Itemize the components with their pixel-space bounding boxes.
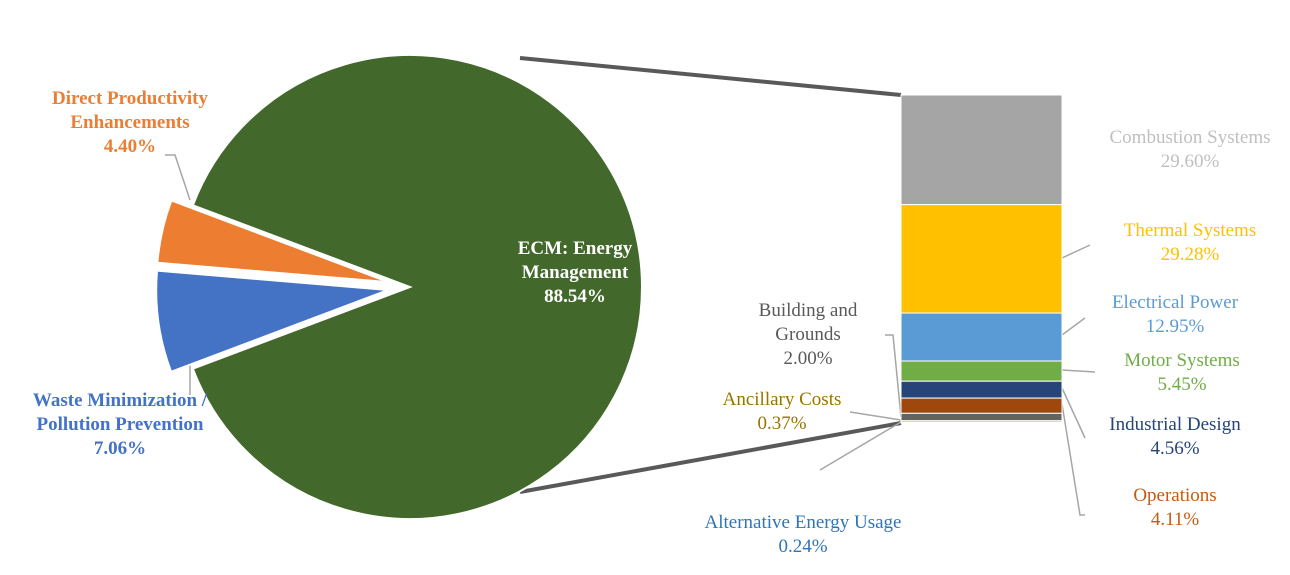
value-label: 5.45%	[1157, 374, 1207, 395]
category-label: Operations	[1133, 485, 1217, 506]
bar-segment	[900, 421, 1063, 424]
category-label: Building and Grounds	[758, 300, 858, 345]
bar-segment	[900, 397, 1063, 414]
bar-segment	[900, 380, 1063, 399]
data-label: Industrial Design 4.56%	[1075, 413, 1275, 461]
value-label: 2.00%	[783, 348, 833, 369]
category-label: Direct Productivity Enhancements	[51, 88, 208, 133]
value-label: 0.24%	[778, 536, 828, 557]
category-label: Electrical Power	[1111, 292, 1239, 313]
category-label: Thermal Systems	[1123, 220, 1257, 241]
bar-segment	[900, 94, 1063, 206]
value-label: 29.60%	[1160, 151, 1220, 172]
value-label: 4.11%	[1150, 509, 1200, 530]
data-label: Thermal Systems 29.28%	[1090, 219, 1290, 267]
category-label: ECM: Energy Management	[517, 238, 633, 283]
value-label: 4.40%	[103, 136, 157, 157]
data-label: Motor Systems 5.45%	[1082, 349, 1282, 397]
data-label: Operations 4.11%	[1075, 484, 1275, 532]
connector	[519, 421, 902, 494]
value-label: 88.54%	[544, 286, 606, 307]
value-label: 12.95%	[1145, 316, 1205, 337]
category-label: Waste Minimization / Pollution Preventio…	[32, 390, 208, 435]
data-label: Building and Grounds 2.00%	[743, 299, 873, 371]
connector	[519, 56, 902, 97]
pie-slice	[191, 54, 643, 520]
bar-segment	[900, 312, 1063, 362]
bar-segment	[900, 360, 1063, 382]
value-label: 0.37%	[757, 413, 807, 434]
bar-segment	[900, 204, 1063, 314]
data-label: Waste Minimization / Pollution Preventio…	[0, 389, 240, 461]
category-label: Ancillary Costs	[722, 389, 842, 410]
value-label: 4.56%	[1150, 438, 1200, 459]
category-label: Motor Systems	[1124, 350, 1240, 371]
category-label: Alternative Energy Usage	[704, 512, 902, 533]
data-label: Combustion Systems 29.60%	[1080, 126, 1290, 174]
bar-segment	[900, 412, 1063, 422]
pie-slice	[155, 269, 389, 374]
category-label: Combustion Systems	[1109, 127, 1271, 148]
pie-slice	[156, 199, 389, 284]
data-label: Ancillary Costs 0.37%	[697, 388, 867, 436]
leader-lines	[165, 154, 1096, 516]
value-label: 29.28%	[1160, 244, 1220, 265]
data-label: Electrical Power 12.95%	[1075, 291, 1275, 339]
data-label: Direct Productivity Enhancements 4.40%	[15, 87, 245, 159]
value-label: 7.06%	[93, 438, 147, 459]
data-label: ECM: Energy Management 88.54%	[490, 237, 660, 309]
data-label: Alternative Energy Usage 0.24%	[703, 511, 903, 559]
category-label: Industrial Design	[1109, 414, 1241, 435]
